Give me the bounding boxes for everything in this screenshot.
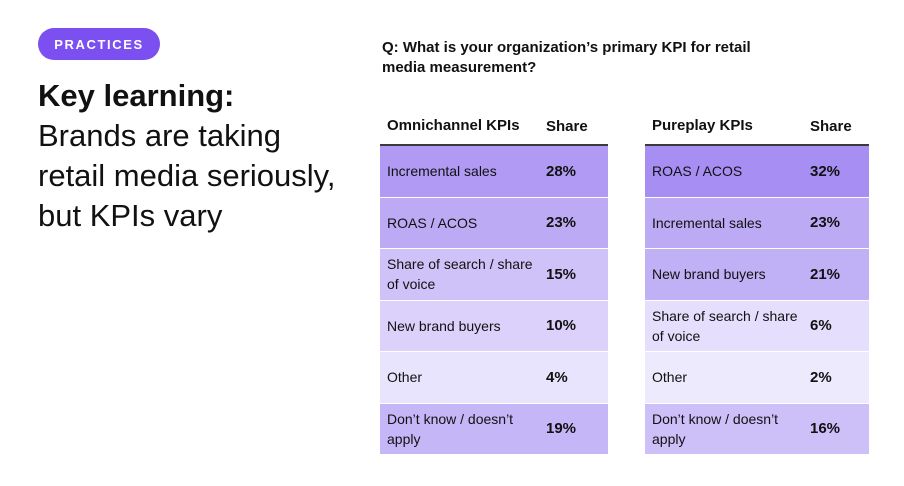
kpi-label: Incremental sales <box>652 214 762 231</box>
table-row: Incremental sales 23% <box>645 197 869 249</box>
kpi-share: 16% <box>810 420 841 438</box>
kpi-label: Incremental sales <box>387 163 497 180</box>
table-header: Omnichannel KPIs Share <box>380 108 608 146</box>
headline-body: Brands are taking retail media seriously… <box>38 118 336 233</box>
kpi-share: 4% <box>546 368 568 386</box>
header-share: Share <box>810 117 852 135</box>
kpi-label: New brand buyers <box>387 317 501 334</box>
kpi-share: 28% <box>546 162 577 180</box>
table-row: Don’t know / doesn’t apply 19% <box>380 403 608 455</box>
kpi-label: Other <box>652 369 688 386</box>
kpi-share: 23% <box>546 214 577 232</box>
table-row: Incremental sales 28% <box>380 146 608 198</box>
table-row: New brand buyers 21% <box>645 249 869 301</box>
kpi-share: 21% <box>810 265 841 283</box>
kpi-label: Don’t know / doesn’t apply <box>387 410 514 447</box>
header-label: Pureplay KPIs <box>652 117 753 134</box>
headline: Key learning: Brands are taking retail m… <box>38 76 338 236</box>
kpi-label: ROAS / ACOS <box>652 163 743 180</box>
header-label: Omnichannel KPIs <box>387 117 520 134</box>
kpi-label: New brand buyers <box>652 266 766 283</box>
kpi-share: 6% <box>810 317 832 335</box>
table-row: Other 4% <box>380 352 608 404</box>
table-row: ROAS / ACOS 23% <box>380 197 608 249</box>
kpi-share: 32% <box>810 162 841 180</box>
table-header: Pureplay KPIs Share <box>645 108 869 146</box>
omnichannel-kpi-table: Omnichannel KPIs Share Incremental sales… <box>380 108 608 455</box>
practices-badge: PRACTICES <box>38 28 160 60</box>
table-row: Share of search / share of voice 15% <box>380 249 608 301</box>
kpi-share: 10% <box>546 317 577 335</box>
table-row: Don’t know / doesn’t apply 16% <box>645 403 869 455</box>
survey-question: Q: What is your organization’s primary K… <box>382 39 751 76</box>
kpi-share: 19% <box>546 420 577 438</box>
kpi-share: 23% <box>810 214 841 232</box>
headline-title: Key learning: <box>38 78 235 113</box>
kpi-label: Share of search / share of voice <box>387 256 533 293</box>
kpi-label: Don’t know / doesn’t apply <box>652 410 779 447</box>
table-row: Other 2% <box>645 352 869 404</box>
kpi-label: ROAS / ACOS <box>387 214 478 231</box>
kpi-share: 2% <box>810 368 832 386</box>
kpi-share: 15% <box>546 265 577 283</box>
header-share: Share <box>546 117 588 135</box>
kpi-label: Share of search / share of voice <box>652 307 798 344</box>
kpi-label: Other <box>387 369 423 386</box>
table-row: New brand buyers 10% <box>380 300 608 352</box>
table-row: ROAS / ACOS 32% <box>645 146 869 198</box>
pureplay-kpi-table: Pureplay KPIs Share ROAS / ACOS 32% Incr… <box>645 108 869 455</box>
table-row: Share of search / share of voice 6% <box>645 300 869 352</box>
